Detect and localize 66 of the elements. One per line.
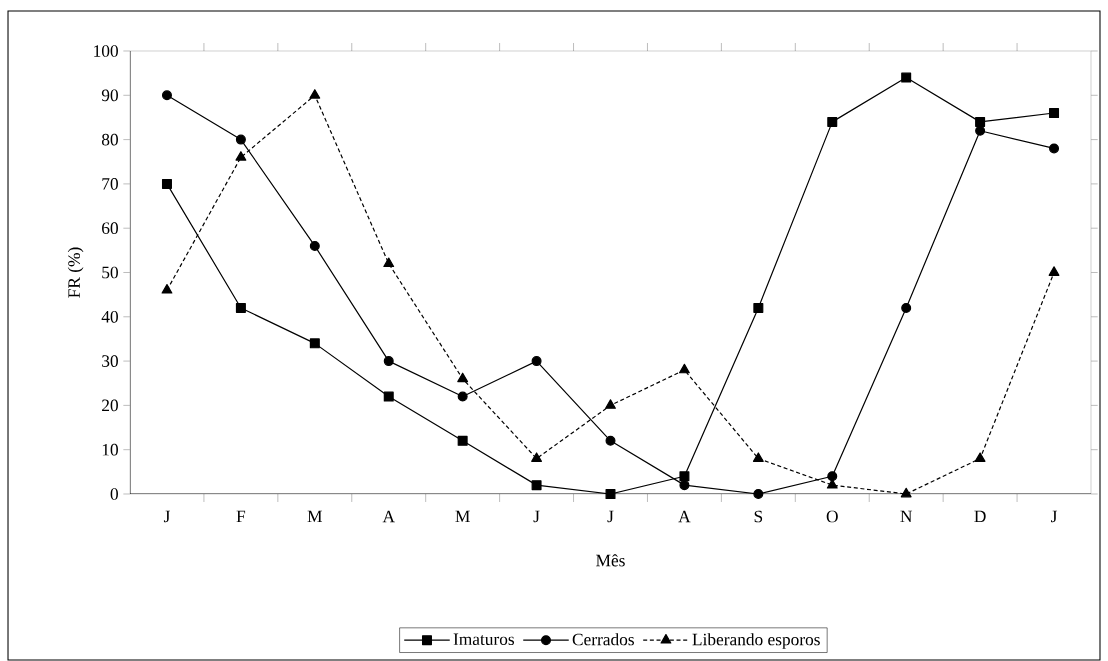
point — [235, 151, 247, 161]
x-tick-label: A — [678, 510, 691, 523]
point — [1049, 143, 1060, 154]
x-tick-label: M — [307, 510, 323, 523]
y-tick-label: 80 — [101, 133, 118, 146]
point — [309, 338, 320, 349]
point — [383, 391, 394, 402]
x-tick-label: J — [607, 510, 614, 523]
y-tick-label: 100 — [94, 45, 118, 57]
legend-label: Imaturos — [453, 633, 515, 646]
y-tick-label: 90 — [101, 89, 118, 102]
point — [383, 356, 394, 367]
y-tick-label: 20 — [102, 399, 118, 412]
point — [161, 90, 172, 101]
point — [679, 471, 690, 482]
y-tick-label: 50 — [102, 266, 118, 279]
point — [827, 471, 838, 482]
x-tick-label: J — [1051, 510, 1058, 523]
y-tick-label: 60 — [102, 222, 118, 235]
y-axis-title: FR (%) — [67, 247, 84, 298]
point — [753, 488, 764, 499]
point — [901, 302, 912, 313]
point — [531, 356, 542, 367]
point — [1049, 108, 1060, 119]
point — [531, 480, 542, 491]
x-tick-label: O — [826, 510, 838, 523]
point — [753, 302, 764, 313]
x-tick-label: D — [974, 510, 986, 523]
point — [457, 372, 469, 383]
x-tick-label: J — [533, 510, 540, 523]
point — [678, 363, 690, 374]
y-tick-label: 10 — [102, 443, 118, 456]
point — [975, 116, 986, 127]
point — [309, 89, 321, 99]
x-tick-label: J — [163, 510, 170, 523]
x-tick-label: F — [236, 510, 246, 523]
point — [457, 435, 468, 446]
point — [161, 178, 172, 189]
x-tick-label: M — [455, 510, 470, 523]
y-tick-label: 30 — [102, 355, 118, 367]
point — [309, 240, 320, 251]
point — [901, 72, 912, 83]
x-axis-title: Mês — [596, 554, 625, 567]
point — [752, 452, 764, 462]
point — [457, 391, 468, 402]
legend-label: Liberando esporos — [692, 633, 820, 649]
x-tick-label: N — [900, 510, 913, 523]
point — [974, 452, 986, 462]
y-tick-label: 70 — [102, 178, 118, 190]
x-tick-label: A — [382, 510, 395, 523]
point — [383, 257, 395, 268]
point — [827, 116, 838, 127]
point — [235, 302, 246, 313]
point — [161, 284, 173, 294]
y-tick-label: 0 — [110, 488, 118, 500]
point — [1048, 266, 1060, 276]
point — [531, 452, 543, 462]
point — [900, 487, 912, 498]
point — [605, 435, 616, 446]
x-tick-label: S — [754, 510, 763, 523]
point — [235, 134, 246, 145]
point — [605, 488, 616, 499]
y-tick-label: 40 — [101, 310, 118, 323]
point — [605, 399, 616, 409]
point — [679, 480, 690, 491]
legend-label: Cerrados — [572, 633, 634, 646]
